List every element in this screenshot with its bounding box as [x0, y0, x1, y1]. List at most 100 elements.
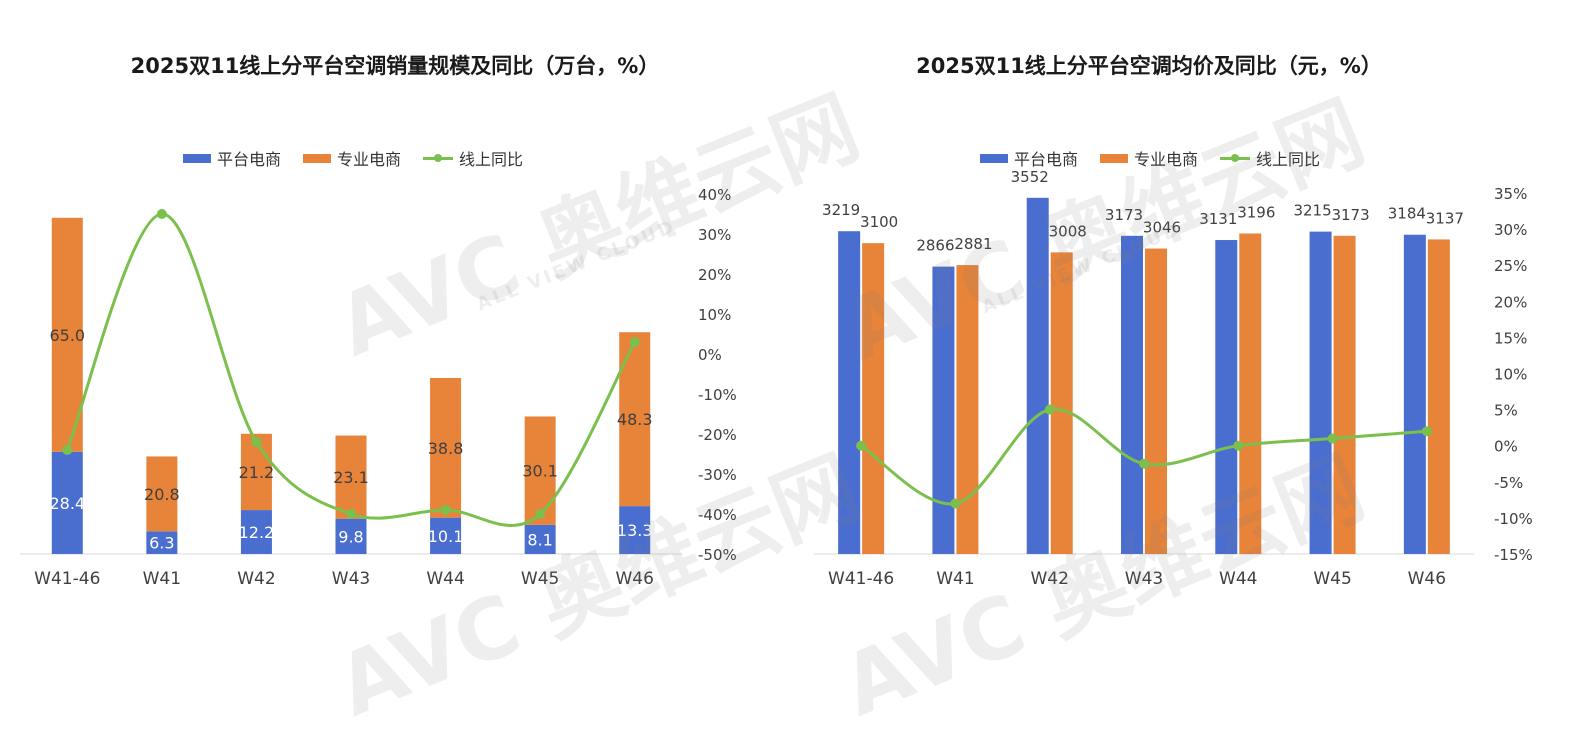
bar-professional	[51, 217, 83, 452]
y-right-tick-label: 0%	[698, 346, 722, 364]
data-label-platform: 3219	[822, 201, 860, 219]
volume-chart-plot: 28.4 65.0 W41-46 6.3 20.8 W41 12.2 21.2 W42 9.8 23…	[20, 186, 737, 589]
bar-platform	[524, 524, 556, 554]
bar-platform	[146, 531, 178, 554]
data-label-professional: 21.2	[239, 463, 275, 482]
yoy-point	[856, 440, 867, 451]
data-label-professional: 3196	[1237, 204, 1275, 222]
y-right-tick-label: -20%	[698, 426, 737, 444]
chart-panel-price: 2025双11线上分平台空调均价及同比（元，%） 平台电商 专业电商 线上同比 …	[790, 0, 1576, 650]
data-label-professional: 30.1	[522, 462, 558, 481]
data-label-professional: 38.8	[428, 439, 464, 458]
y-right-tick-label: -15%	[1494, 546, 1533, 564]
y-right-tick-label: -40%	[698, 506, 737, 524]
x-tick-label: W45	[521, 569, 559, 589]
x-tick-label: W41-46	[828, 569, 894, 589]
yoy-point	[251, 437, 262, 447]
bar-platform	[335, 518, 367, 554]
legend-label-yoy: 线上同比	[1256, 150, 1321, 169]
yoy-point	[950, 498, 961, 509]
bar-professional	[862, 243, 885, 554]
bar-professional	[430, 377, 462, 518]
bar-professional	[956, 265, 979, 554]
yoy-point	[440, 505, 451, 515]
legend-swatch-yoy	[1220, 153, 1251, 163]
bar-platform	[240, 510, 272, 554]
x-tick-label: W44	[426, 569, 464, 589]
bar-platform	[1403, 234, 1426, 554]
y-right-tick-label: 40%	[698, 186, 731, 204]
data-label-professional: 3046	[1143, 219, 1181, 237]
data-label-professional: 20.8	[144, 485, 180, 504]
data-label-platform: 6.3	[149, 534, 174, 553]
data-label-platform: 9.8	[338, 527, 363, 546]
y-right-tick-label: 25%	[1494, 257, 1527, 275]
legend-swatch-yoy	[423, 153, 454, 163]
data-label-professional: 3137	[1426, 209, 1464, 227]
yoy-point	[1139, 458, 1149, 469]
bar-professional	[1145, 248, 1167, 554]
data-label-professional: 3173	[1331, 206, 1369, 224]
legend-item-yoy: 线上同比	[423, 146, 523, 170]
yoy-point	[1421, 426, 1432, 437]
yoy-point	[1327, 433, 1338, 444]
data-label-platform: 3173	[1105, 206, 1143, 224]
x-tick-label: W46	[615, 569, 653, 589]
yoy-point	[535, 509, 546, 519]
bar-platform	[619, 506, 651, 554]
y-right-tick-label: 0%	[1494, 438, 1518, 456]
data-label-platform: 8.1	[527, 530, 552, 549]
yoy-point	[629, 337, 640, 347]
chart-legend: 平台电商 专业电商 线上同比	[183, 146, 523, 170]
data-label-platform: 28.4	[49, 494, 85, 513]
x-tick-label: W41	[936, 569, 974, 589]
chart-panel-volume: 2025双11线上分平台空调销量规模及同比（万台，%） 平台电商 专业电商 线上…	[0, 0, 790, 650]
y-right-tick-label: -5%	[1494, 474, 1523, 492]
legend-label-professional: 专业电商	[1134, 150, 1199, 169]
bar-platform	[932, 266, 955, 554]
x-tick-label: W46	[1408, 569, 1446, 589]
bar-platform	[1215, 240, 1238, 554]
bar-platform	[1121, 235, 1143, 554]
y-right-tick-label: -10%	[1494, 510, 1533, 528]
data-label-platform: 10.1	[428, 527, 464, 546]
yoy-point	[346, 509, 356, 519]
bar-professional	[146, 456, 178, 532]
chart-legend: 平台电商 专业电商 线上同比	[980, 146, 1320, 170]
legend-item-professional: 专业电商	[303, 146, 401, 170]
y-right-tick-label: 10%	[1494, 366, 1527, 384]
bar-platform	[1026, 197, 1049, 554]
y-right-tick-label: 20%	[698, 266, 731, 284]
bar-professional	[1427, 239, 1450, 555]
legend-label-platform: 平台电商	[1014, 150, 1079, 169]
data-label-professional: 3008	[1049, 222, 1087, 240]
bar-professional	[335, 435, 367, 519]
legend-swatch-professional	[1100, 153, 1129, 163]
legend-swatch-platform	[183, 153, 211, 163]
x-tick-label: W42	[237, 569, 275, 589]
x-tick-label: W42	[1030, 569, 1068, 589]
y-right-tick-label: 15%	[1494, 329, 1527, 347]
data-label-platform: 3215	[1293, 202, 1331, 220]
legend-label-professional: 专业电商	[337, 150, 402, 169]
data-label-platform: 3131	[1199, 210, 1237, 228]
y-right-tick-label: -30%	[698, 466, 737, 484]
bar-platform	[1309, 231, 1332, 555]
x-tick-label: W43	[1125, 569, 1163, 589]
y-right-tick-label: -50%	[698, 546, 737, 564]
legend-label-yoy: 线上同比	[459, 150, 524, 169]
y-right-tick-label: 35%	[1494, 185, 1527, 203]
legend-swatch-professional	[303, 153, 332, 163]
y-right-tick-label: 30%	[698, 226, 731, 244]
yoy-point	[1233, 440, 1244, 451]
data-label-professional: 65.0	[49, 326, 85, 345]
y-right-tick-label: 5%	[1494, 402, 1518, 420]
bar-professional	[1333, 235, 1356, 554]
data-label-platform: 3184	[1388, 205, 1426, 223]
legend-item-yoy: 线上同比	[1220, 146, 1320, 170]
data-label-platform: 13.3	[617, 521, 653, 540]
bar-professional	[524, 416, 556, 525]
data-label-platform: 12.2	[239, 523, 275, 542]
y-right-tick-label: 20%	[1494, 293, 1527, 311]
